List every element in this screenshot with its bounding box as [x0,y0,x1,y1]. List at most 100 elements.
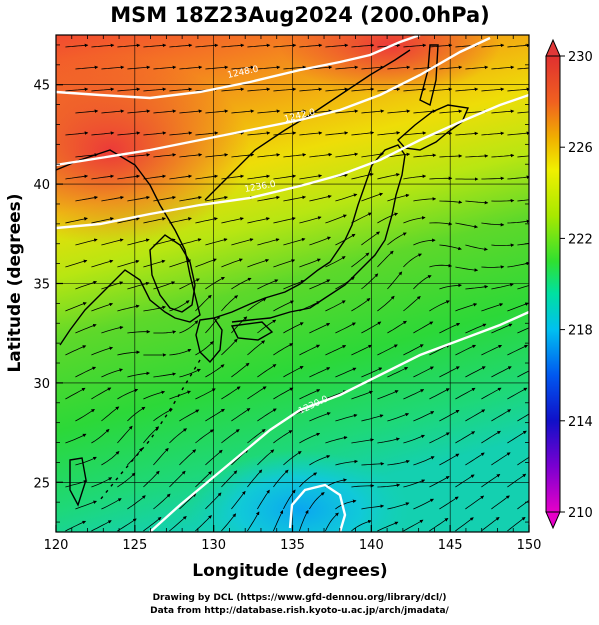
streamline-arrow [465,495,485,510]
streamline-arrow [205,65,229,70]
streamline-arrow [283,322,304,334]
streamline-arrow [143,305,166,312]
streamline-arrow [101,325,124,334]
streamline-arrow [65,520,87,532]
streamline-arrow [91,217,114,224]
streamline-arrow [101,368,123,378]
streamline-arrow [299,432,321,444]
streamline-arrow [273,387,294,400]
streamline-arrow [65,345,87,356]
contour-1230-small [288,483,347,532]
credit-drawing: Drawing by DCL (https://www.gfd-dennou.o… [152,593,447,603]
streamline-arrow [455,303,478,312]
streamline-arrow [143,259,166,268]
contour-1230 [149,310,529,532]
shikoku [230,321,274,341]
streamline-arrow [65,217,88,224]
kyushu [195,317,223,364]
streamline-arrow [283,65,307,70]
streamline-arrow [283,451,302,466]
streamline-arrow [403,174,427,180]
streamline-arrow [351,87,375,92]
streamline-arrow [221,386,241,400]
streamline-arrow [309,492,325,510]
streamline-arrow [273,174,297,180]
x-tick-label: 150 [517,538,542,553]
streamline-arrow [387,232,407,246]
streamline-arrow [75,408,95,422]
streamline-arrow [91,302,114,312]
streamline-arrow [127,153,151,158]
streamline-arrow [403,216,426,224]
chart-title: MSM 18Z23Aug2024 (200.0hPa) [110,3,489,27]
streamline-arrow [403,389,425,400]
streamline-arrow [75,65,99,70]
streamline-arrow [101,450,120,466]
streamline-arrow [325,512,339,532]
streamline-arrow [283,489,296,510]
streamline-arrow [117,43,141,48]
streamline-arrow [413,109,437,114]
streamline-arrow [117,388,139,400]
streamline-arrow [153,447,169,466]
streamline-arrow [439,453,460,466]
streamline-arrow [91,259,114,268]
streamline-arrow [91,131,115,136]
streamline-arrow [351,344,373,356]
streamline-arrow [507,516,526,532]
streamline-arrow [273,469,289,488]
streamline-arrow [179,493,197,510]
streamline-arrow [231,408,251,422]
streamline-arrow [413,321,434,334]
streamline-arrow [179,320,199,334]
streamline-arrow [247,298,267,312]
colorbar: 210 214 218 222 226 230 [545,38,593,530]
streamline-arrow [247,340,266,356]
streamline-arrow [309,323,331,334]
colorbar-max-arrow [545,38,561,57]
streamline-arrow [335,65,359,70]
streamline-arrow [247,217,270,224]
streamline-arrow [179,65,203,70]
x-tick-label: 130 [201,538,226,553]
streamline-arrow [91,43,115,48]
streamline-arrow [257,408,277,422]
coastlines [56,44,470,507]
streamline-arrow [205,195,228,202]
streamline-arrow [283,195,306,202]
streamline-arrow [413,456,435,466]
colorbar-tick-label: 230 [568,50,593,65]
streamline-arrow [65,259,88,268]
streamline-arrow [117,217,140,224]
streamline-arrow [231,65,255,70]
streamline-arrow [273,87,297,92]
contour-1236 [56,93,529,230]
streamline-arrow [387,320,407,334]
streamline-arrow [273,510,284,532]
x-axis-label: Longitude (degrees) [192,561,387,581]
streamline-arrow [143,390,166,400]
streamline-arrow [117,131,141,136]
streamline-arrow [335,109,359,114]
streamline-arrow [257,195,280,202]
streamline-arrow [273,259,296,268]
streamline-arrow [465,65,489,70]
streamline-arrow [455,266,479,272]
streamline-arrow [507,473,527,488]
streamline-arrow [403,296,421,312]
streamline-arrow [299,509,309,532]
streamline-arrow [247,429,266,444]
honshu [213,144,406,323]
streamline-arrow [507,175,529,180]
streamline-arrow [361,504,385,510]
streamline-arrow [377,521,399,532]
streamline-arrow [179,449,197,466]
streamline-arrow [481,517,500,532]
credit-data: Data from http://database.rish.kyoto-u.a… [150,606,449,616]
streamline-arrow [299,131,323,136]
streamline-arrow [465,284,489,290]
streamline-arrow [387,459,410,466]
streamline-arrow [481,344,503,356]
streamline-arrow [221,470,238,488]
streamline-arrow [153,372,177,378]
